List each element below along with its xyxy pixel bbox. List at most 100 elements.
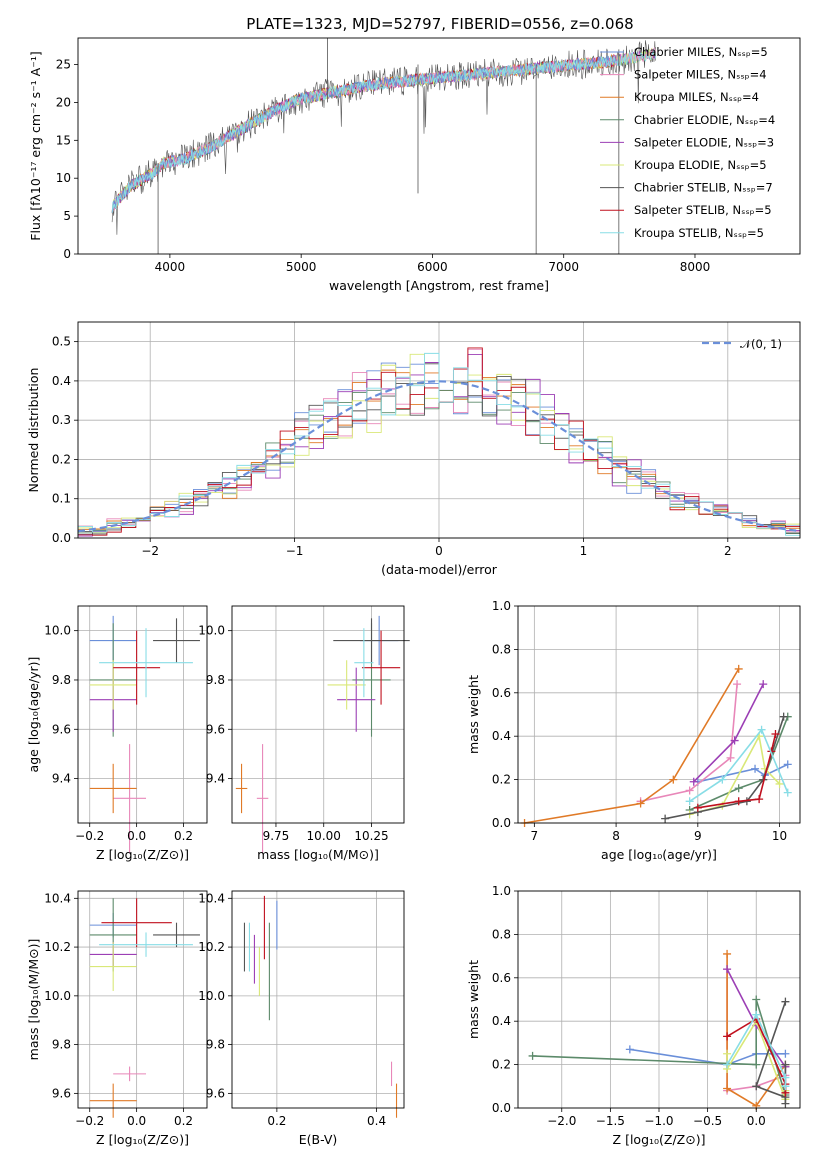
weight-marker-6	[781, 1060, 790, 1069]
y-tick-label: 9.8	[52, 673, 71, 687]
x-axis-label: mass [log₁₀(M/M⊙)]	[257, 847, 379, 862]
plot-area	[111, 38, 656, 254]
weight-marker-4	[730, 736, 739, 745]
x-tick-label: 10.25	[354, 829, 388, 843]
x-tick-label: −0.5	[693, 1114, 722, 1128]
weight-series-3	[689, 716, 789, 811]
x-axis-label: age [log₁₀(age/yr)]	[601, 847, 717, 862]
weight-marker-3	[528, 1051, 537, 1060]
x-tick-label: 0.4	[367, 1114, 386, 1128]
weight-marker-1	[733, 680, 742, 689]
y-axis-label: Normed distribution	[26, 368, 41, 493]
y-tick-label: 0.8	[492, 927, 511, 941]
x-tick-label: 7000	[548, 260, 579, 274]
y-tick-label: 25	[56, 58, 71, 72]
panel-4: 7 8 9 10 0.0 0.2 0.4 0.6 0.8 1.0 age [log₁₀(age/yr…	[466, 599, 801, 862]
x-tick-label: 8000	[680, 260, 711, 274]
y-tick-label: 9.6	[52, 722, 71, 736]
y-tick-label: 10.0	[44, 989, 71, 1003]
weight-marker-2	[636, 799, 645, 808]
weight-marker-1	[726, 753, 735, 762]
y-tick-label: 10.4	[44, 891, 71, 905]
y-tick-label: 0	[63, 247, 71, 261]
weight-series-4	[693, 683, 764, 783]
legend-entry: Kroupa STELIB, Nₛₛₚ=5	[634, 226, 764, 240]
y-tick-label: 15	[56, 133, 71, 147]
y-tick-label: 0.6	[492, 971, 511, 985]
x-axis-label: Z [log₁₀(Z/Z⊙)]	[96, 847, 189, 862]
weight-marker-8	[685, 797, 694, 806]
weight-marker-0	[625, 1045, 634, 1054]
weight-marker-0	[751, 764, 760, 773]
weight-marker-8	[752, 1010, 761, 1019]
chart-title-spectrum: PLATE=1323, MJD=52797, FIBERID=0556, z=0…	[246, 15, 633, 33]
weight-marker-2	[734, 664, 743, 673]
weight-marker-8	[781, 1073, 790, 1082]
axes-frame	[231, 890, 405, 1109]
x-tick-label: −0.2	[75, 829, 104, 843]
legend-entry: Chabrier STELIB, Nₛₛₚ=7	[634, 181, 773, 195]
y-axis-label: mass [log₁₀(M/M⊙)]	[26, 939, 41, 1061]
y-tick-label: 0.2	[492, 773, 511, 787]
spectrum-series-2	[111, 53, 619, 214]
x-tick-label: 10.00	[307, 829, 341, 843]
weight-series-2	[524, 668, 740, 824]
x-axis-label: (data-model)/error	[381, 562, 498, 577]
x-tick-label: 2	[724, 544, 732, 558]
y-axis-label: age [log₁₀(age/yr)]	[26, 657, 41, 773]
weight-series-1	[640, 684, 738, 803]
x-tick-label: 0.2	[174, 829, 193, 843]
x-tick-label: 0.2	[174, 1114, 193, 1128]
y-tick-label: 9.6	[206, 1086, 225, 1100]
weight-marker-7	[734, 797, 743, 806]
y-axis-label: Flux [fλ10⁻¹⁷ erg cm⁻² s⁻¹ A⁻¹]	[28, 51, 43, 240]
axes-frame	[77, 890, 208, 1109]
y-tick-label: 10.0	[44, 624, 71, 638]
x-tick-label: 9.75	[263, 829, 290, 843]
plot-area	[520, 664, 792, 827]
legend-entry: Chabrier MILES, Nₛₛₚ=5	[634, 45, 768, 59]
weight-marker-8	[781, 1082, 790, 1091]
y-tick-label: 10	[56, 171, 71, 185]
plot-area	[89, 615, 200, 853]
y-tick-label: 9.6	[206, 722, 225, 736]
weight-series-8	[689, 728, 789, 802]
weight-marker-8	[783, 788, 792, 797]
legend-entry-normal: 𝒩(0, 1)	[740, 337, 782, 351]
weight-marker-2	[669, 775, 678, 784]
weight-marker-8	[718, 775, 727, 784]
y-tick-label: 0.0	[492, 1101, 511, 1115]
x-tick-label: 8	[612, 829, 620, 843]
y-tick-label: 20	[56, 95, 71, 109]
weight-marker-1	[685, 786, 694, 795]
weight-marker-4	[723, 965, 732, 974]
y-tick-label: 5	[63, 209, 71, 223]
weight-marker-3	[752, 1060, 761, 1069]
weight-marker-7	[755, 795, 764, 804]
y-tick-label: 0.0	[492, 816, 511, 830]
panel-3: 9.75 10.00 10.25 9.4 9.6 9.8 10.0 mass [log₁₀(M…	[198, 605, 410, 862]
y-tick-label: 0.4	[492, 1014, 511, 1028]
y-tick-label: 0.3	[52, 413, 71, 427]
weight-marker-0	[783, 760, 792, 769]
axes-frame	[77, 37, 801, 255]
y-tick-label: 9.8	[206, 1038, 225, 1052]
weight-marker-6	[752, 1082, 761, 1091]
plot-area	[235, 615, 410, 853]
x-tick-label: 5000	[286, 260, 317, 274]
x-tick-label: −1	[286, 544, 304, 558]
legend-entry: Salpeter MILES, Nₛₛₚ=4	[634, 68, 767, 82]
legend-entry: Salpeter ELODIE, Nₛₛₚ=3	[634, 135, 774, 149]
spectrum-series-8	[111, 48, 656, 214]
y-axis-label: mass weight	[466, 675, 481, 754]
x-tick-label: −2.0	[547, 1114, 576, 1128]
x-axis-label: Z [log₁₀(Z/Z⊙)]	[613, 1132, 706, 1147]
weight-marker-6	[781, 997, 790, 1006]
x-tick-label: 0.2	[267, 1114, 286, 1128]
y-tick-label: 1.0	[492, 599, 511, 613]
weight-marker-6	[781, 1099, 790, 1108]
weight-series-2	[726, 953, 787, 1107]
weight-marker-4	[689, 777, 698, 786]
weight-marker-5	[775, 779, 784, 788]
x-tick-label: 0.0	[747, 1114, 766, 1128]
